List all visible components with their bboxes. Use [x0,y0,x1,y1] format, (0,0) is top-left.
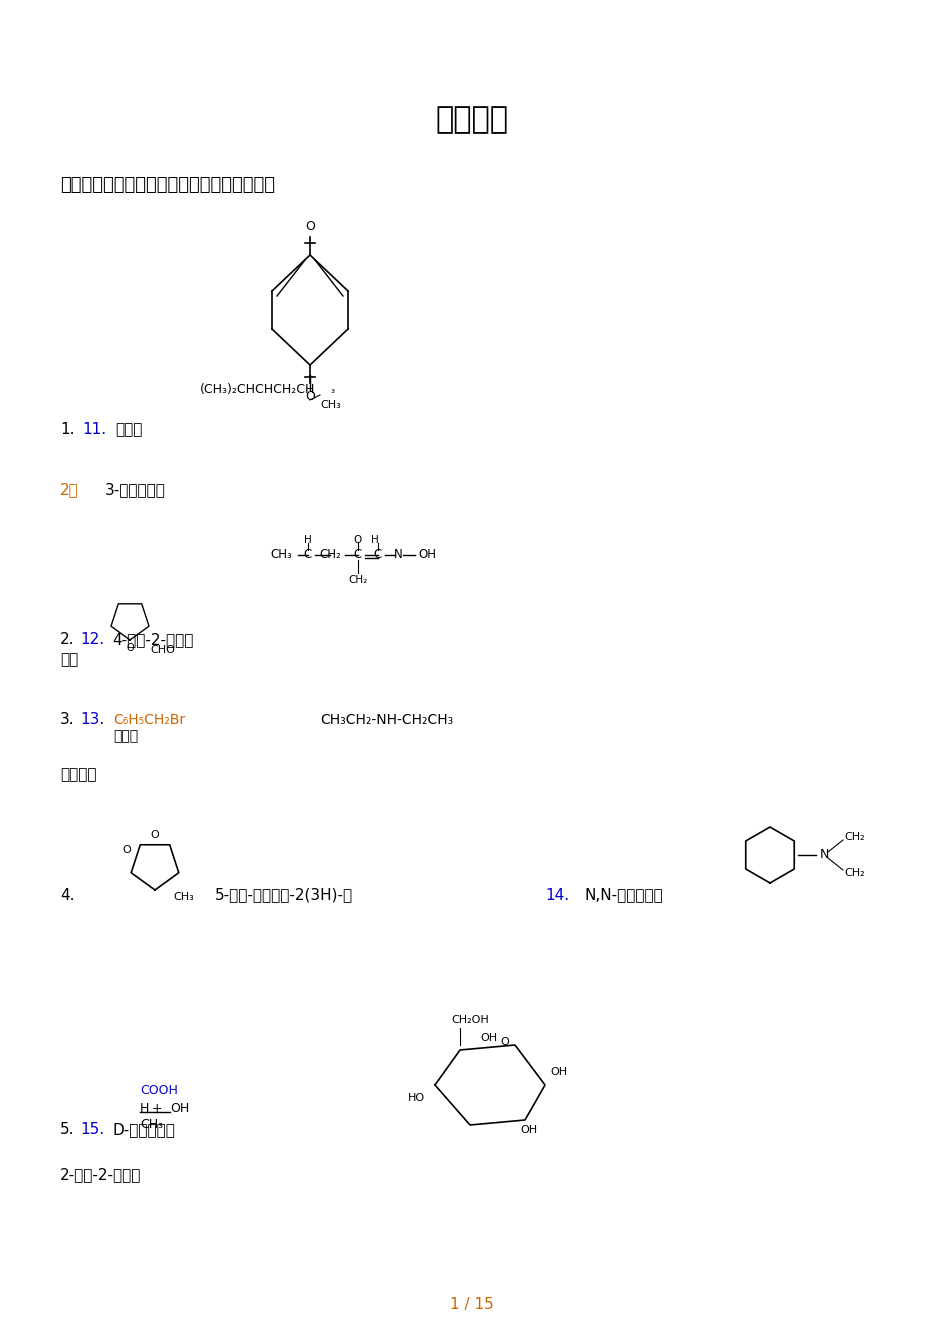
Text: CH₃: CH₃ [270,548,292,562]
Text: O: O [123,845,131,854]
Text: 格氏试剂: 格氏试剂 [59,767,96,782]
Text: CH₂OH: CH₂OH [450,1015,488,1025]
Text: O: O [353,535,362,545]
Text: HO: HO [408,1094,425,1103]
Text: O: O [305,221,314,233]
Text: 1 / 15: 1 / 15 [449,1297,494,1313]
Text: O: O [305,390,314,402]
Text: H: H [140,1102,149,1115]
Text: CH₃: CH₃ [140,1119,163,1131]
Text: OH: OH [417,548,435,562]
Text: C₆H₅CH₂Br: C₆H₅CH₂Br [113,713,185,727]
Text: H: H [371,535,379,545]
Text: 5-甲基-二氢呋喃-2(3H)-酮: 5-甲基-二氢呋喃-2(3H)-酮 [215,888,353,902]
Text: 对苯醌: 对苯醌 [115,422,143,437]
Text: OH: OH [170,1102,189,1115]
Text: 11.: 11. [82,422,106,437]
Text: COOH: COOH [140,1083,177,1096]
Text: 2-羟基-2-苯甲酸: 2-羟基-2-苯甲酸 [59,1167,142,1182]
Text: N: N [819,849,829,861]
Text: OH: OH [480,1034,497,1043]
Text: CH₂: CH₂ [843,868,864,878]
Text: 有机化学: 有机化学 [435,106,508,135]
Text: 14.: 14. [545,888,568,902]
Text: O: O [500,1038,509,1047]
Text: 4.: 4. [59,888,75,902]
Text: 15.: 15. [80,1123,104,1138]
Text: O: O [126,643,134,652]
Text: 5.: 5. [59,1123,75,1138]
Text: 3-二甲基戊烷: 3-二甲基戊烷 [105,483,166,497]
Text: 2.: 2. [59,632,75,647]
Text: ₃: ₃ [329,385,333,394]
Text: 2，: 2， [59,483,78,497]
Text: OH: OH [519,1124,536,1135]
Text: C: C [374,548,381,562]
Text: C: C [353,548,362,562]
Text: CH₂: CH₂ [348,575,367,586]
Text: CH₃CH₂-NH-CH₂CH₃: CH₃CH₂-NH-CH₂CH₃ [320,713,453,727]
Text: H: H [304,535,312,545]
Text: 13.: 13. [80,713,104,727]
Text: C: C [304,548,312,562]
Text: O: O [150,830,160,840]
Text: 1.: 1. [59,422,75,437]
Text: N,N-二甲基苯胺: N,N-二甲基苯胺 [584,888,663,902]
Text: D-吡喃葡萄糖: D-吡喃葡萄糖 [113,1123,176,1138]
Text: 3.: 3. [59,713,75,727]
Text: CH₂: CH₂ [843,832,864,842]
Text: 12.: 12. [80,632,104,647]
Text: CH₃: CH₃ [320,400,341,410]
Text: 苯乙溴: 苯乙溴 [113,729,138,743]
Text: CHO: CHO [150,644,175,655]
Text: CH₃: CH₃ [173,892,194,902]
Text: +: + [152,1102,162,1115]
Text: N: N [394,548,402,562]
Text: 4-甲基-2-戊酮肟: 4-甲基-2-戊酮肟 [112,632,194,647]
Text: 糠醛: 糠醛 [59,652,78,667]
Text: (CH₃)₂CHCHCH₂CH: (CH₃)₂CHCHCH₂CH [200,384,315,397]
Text: CH₂: CH₂ [319,548,341,562]
Text: 一、命名下列化合物或根据名称写出其结构式: 一、命名下列化合物或根据名称写出其结构式 [59,176,275,194]
Text: OH: OH [549,1067,566,1078]
